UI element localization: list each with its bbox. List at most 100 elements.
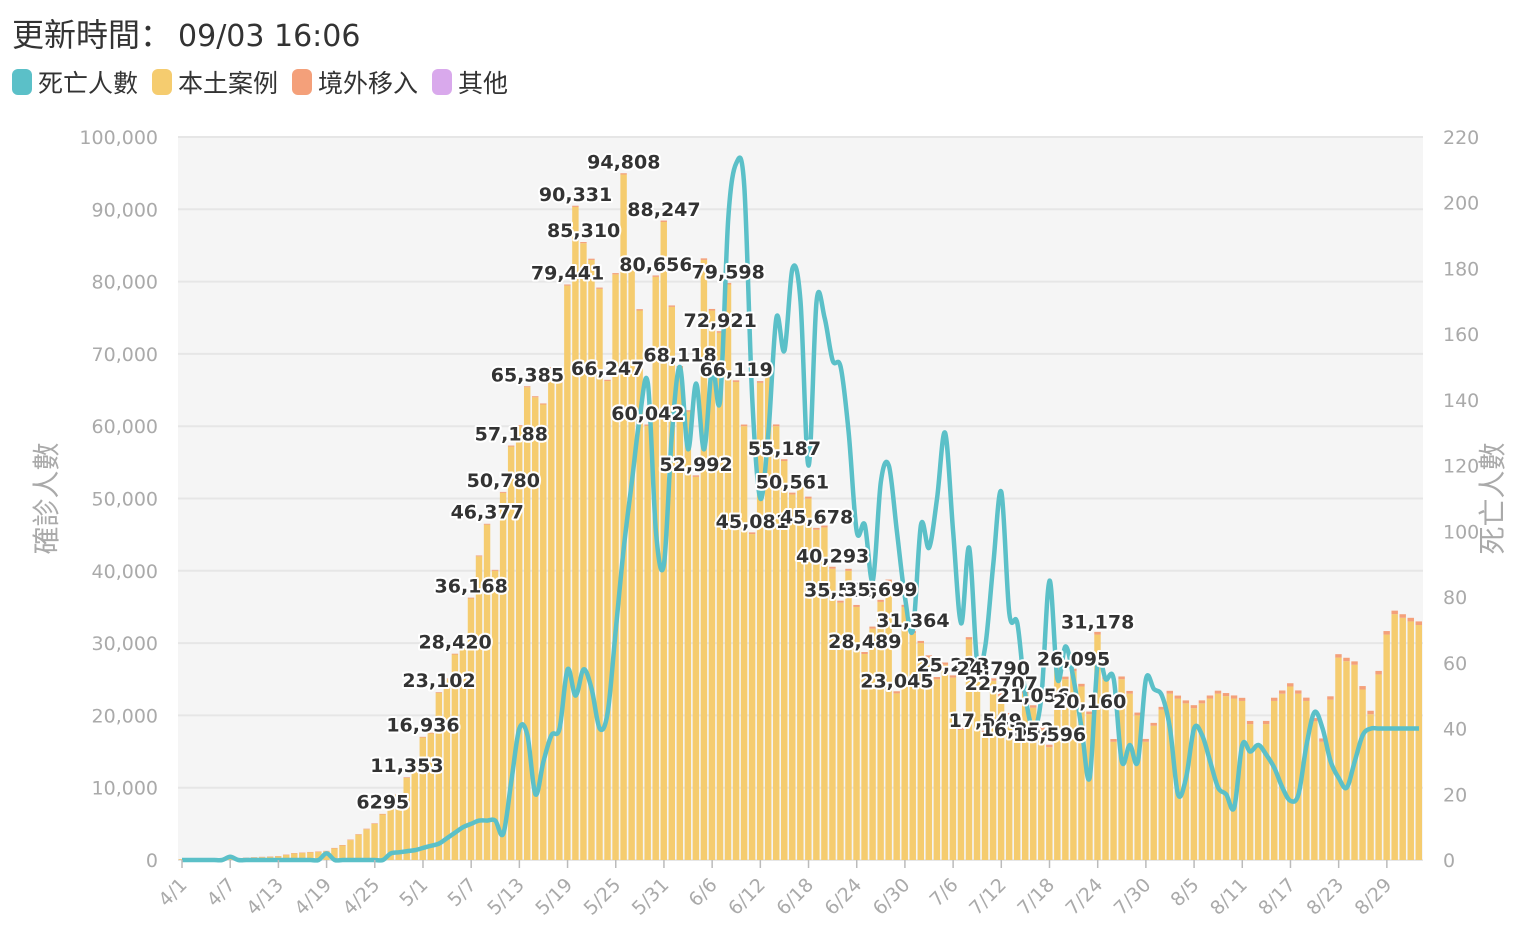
imported-case-bar [1086, 711, 1093, 715]
imported-case-bar [1046, 744, 1053, 748]
local-case-bar [973, 679, 981, 860]
data-label: 16,936 [386, 715, 459, 737]
data-label: 90,331 [539, 184, 612, 206]
local-case-bar [700, 259, 708, 860]
local-case-bar [1005, 715, 1013, 860]
right-axis-title: 死亡人數 [1476, 442, 1509, 554]
local-case-bar [813, 529, 820, 860]
legend-item-local-cases[interactable]: 本土案例 [152, 64, 278, 100]
data-label: 20,160 [1053, 691, 1126, 713]
local-case-bar [925, 657, 933, 860]
x-tick-label: 8/29 [1351, 874, 1397, 920]
local-case-bar [821, 527, 828, 860]
imported-case-bar [451, 653, 459, 655]
legend-swatch-imported [292, 69, 313, 95]
local-case-bar [1013, 741, 1021, 860]
x-tick-label: 4/19 [290, 874, 336, 920]
left-tick-label: 90,000 [92, 199, 158, 221]
local-case-bar [363, 829, 370, 860]
x-tick-label: 4/25 [339, 874, 385, 920]
imported-case-bar [1367, 710, 1374, 715]
local-case-bar [1054, 668, 1061, 860]
imported-case-bar [724, 282, 732, 285]
imported-case-bar [756, 381, 764, 383]
imported-case-bar [572, 205, 579, 207]
data-label: 22,707 [965, 673, 1038, 695]
local-case-bar [1246, 724, 1254, 860]
local-case-bar [1150, 725, 1157, 860]
imported-case-bar [515, 425, 523, 427]
imported-case-bar [1230, 695, 1238, 699]
legend-label-local-cases: 本土案例 [178, 69, 279, 98]
local-case-bar [443, 679, 451, 860]
local-case-bar [1391, 614, 1398, 860]
data-label: 45,081 [716, 511, 789, 533]
data-label: 46,377 [451, 502, 524, 524]
imported-case-bar [427, 732, 435, 734]
data-label: 17,549 [949, 710, 1022, 732]
right-tick-label: 200 [1443, 193, 1479, 215]
data-label: 23,045 [860, 670, 933, 692]
local-case-bar [379, 814, 386, 860]
left-tick-label: 40,000 [92, 561, 158, 583]
local-case-bar [548, 368, 555, 860]
legend-item-deaths[interactable]: 死亡人數 [12, 64, 138, 100]
local-case-bar [1110, 741, 1117, 860]
imported-case-bar [869, 626, 876, 629]
imported-case-bar [363, 828, 370, 830]
deaths-line [182, 155, 1419, 863]
imported-case-bar [877, 599, 884, 602]
x-tick-label: 7/6 [925, 874, 962, 911]
left-axis-ticks: 0 10,000 20,000 30,000 40,000 50,000 60,000 70,… [79, 127, 158, 872]
imported-case-bar [1287, 683, 1294, 687]
local-case-bar [1198, 703, 1206, 860]
local-case-bar [596, 288, 603, 861]
x-tick-label: 5/19 [531, 874, 577, 920]
local-case-bar [829, 568, 836, 860]
local-case-bar [748, 534, 756, 860]
local-case-bar [604, 381, 611, 860]
imported-case-bar [1335, 654, 1342, 658]
imported-case-bar [1142, 738, 1149, 742]
local-case-bar [355, 834, 362, 860]
local-case-bar [427, 733, 435, 860]
local-case-bar [1335, 657, 1342, 860]
imported-case-bar [1150, 722, 1157, 726]
local-case-bar [1407, 621, 1414, 860]
local-case-bar [861, 654, 868, 860]
imported-case-bar [1319, 738, 1326, 742]
imported-case-bar [1013, 739, 1021, 742]
local-case-bar [283, 854, 290, 860]
imported-case-bar [523, 386, 531, 388]
data-label: 31,178 [1061, 612, 1134, 634]
imported-case-bar [395, 794, 402, 795]
local-case-bar [917, 643, 924, 860]
imported-case-bar [821, 525, 828, 528]
local-case-bar [291, 853, 298, 860]
left-tick-label: 80,000 [92, 272, 158, 294]
local-case-bar [1094, 634, 1101, 860]
update-time: 更新時間： 09/03 16:06 [12, 10, 360, 56]
imported-case-bar [957, 727, 965, 730]
imported-case-bar [612, 273, 619, 275]
imported-case-bar [829, 566, 836, 569]
legend-item-other[interactable]: 其他 [432, 64, 508, 100]
local-case-bar [1038, 729, 1045, 860]
local-case-bar [1166, 693, 1173, 860]
imported-case-bar [1391, 610, 1398, 615]
local-case-bar [339, 845, 346, 860]
legend-item-imported[interactable]: 境外移入 [292, 64, 418, 100]
data-label: 24,790 [957, 658, 1030, 680]
local-case-bar [764, 364, 772, 860]
case-bars [178, 173, 1422, 861]
local-case-bar [307, 852, 314, 860]
local-case-bar [957, 729, 965, 860]
left-tick-label: 100,000 [79, 127, 158, 149]
imported-case-bar [564, 284, 571, 286]
local-case-bar [1118, 679, 1125, 860]
local-case-bar [1134, 715, 1141, 860]
imported-case-bar [708, 308, 716, 311]
right-tick-label: 140 [1443, 390, 1479, 412]
local-case-bar [435, 692, 443, 860]
local-case-bar [1126, 693, 1133, 860]
